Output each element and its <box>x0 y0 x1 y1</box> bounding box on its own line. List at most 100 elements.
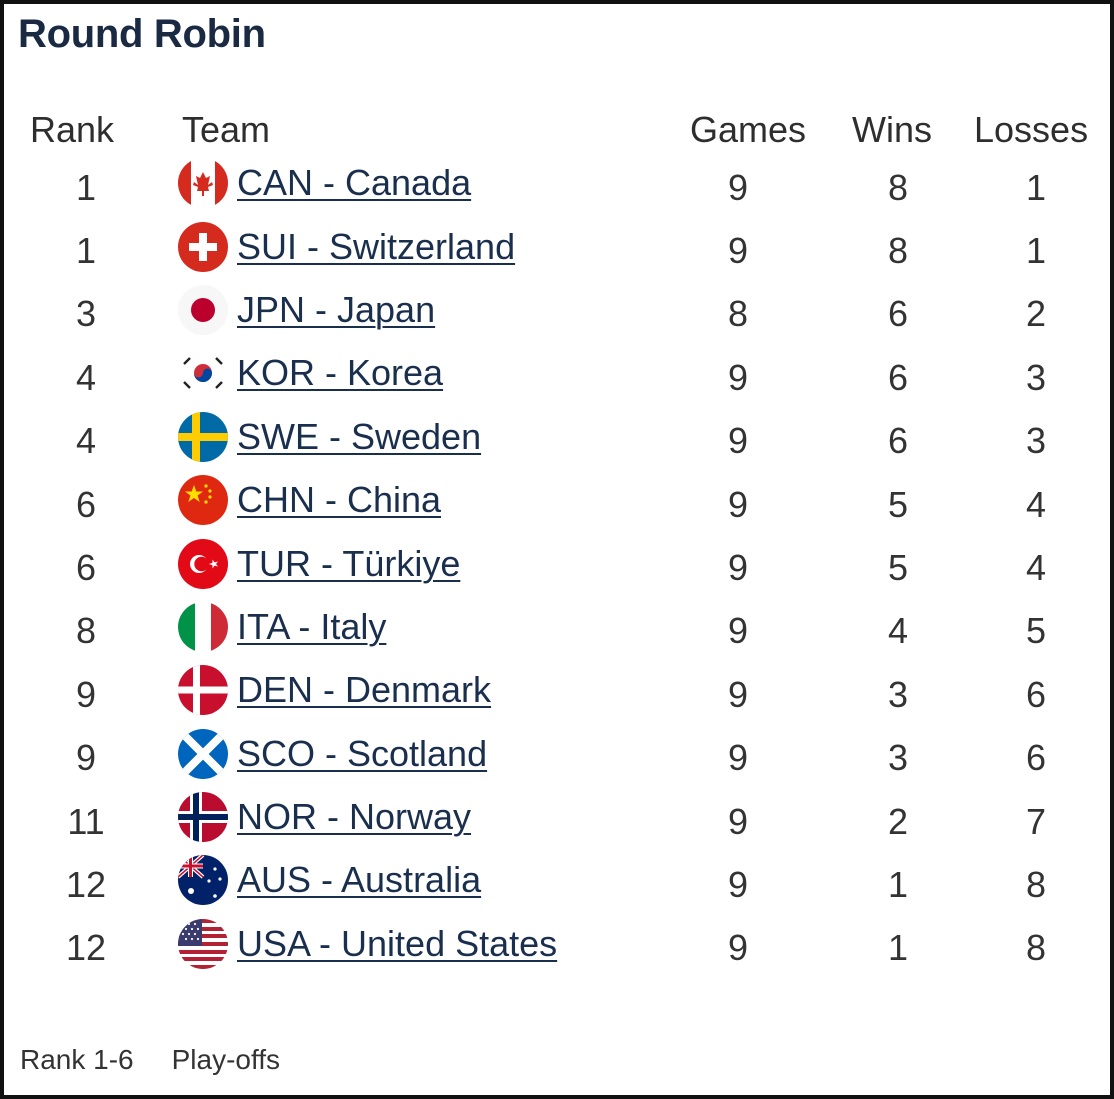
table-row: 4 SWE - Sweden 9 6 3 <box>12 410 1106 473</box>
team-entry: TUR - Türkiye <box>178 538 461 589</box>
wins-cell: 8 <box>887 166 909 208</box>
wins-header: Wins <box>852 109 932 150</box>
losses-cell: 4 <box>1025 483 1047 525</box>
wins-cell: 3 <box>887 673 909 715</box>
team-cell: AUS - Australia <box>160 853 668 916</box>
wins-cell: 1 <box>887 863 909 905</box>
norway-flag-icon <box>178 792 228 843</box>
rank-cell: 3 <box>75 293 97 335</box>
team-entry: JPN - Japan <box>178 284 436 335</box>
team-link[interactable]: CHN - China <box>237 479 442 521</box>
losses-cell: 2 <box>1025 293 1047 335</box>
losses-cell: 5 <box>1025 610 1047 652</box>
table-row: 12 AUS - Australia 9 1 8 <box>12 853 1106 916</box>
team-link[interactable]: SCO - Scotland <box>237 732 488 774</box>
team-entry: SUI - Switzerland <box>178 221 516 272</box>
table-row: 9 DEN - Denmark 9 3 6 <box>12 663 1106 726</box>
australia-flag-icon <box>178 855 228 906</box>
team-header: Team <box>182 109 271 150</box>
italy-flag-icon <box>178 601 228 652</box>
team-cell: NOR - Norway <box>160 790 668 853</box>
team-cell: JPN - Japan <box>160 283 668 346</box>
team-entry: CHN - China <box>178 475 442 526</box>
team-entry: CAN - Canada <box>178 158 472 209</box>
losses-header: Losses <box>974 109 1089 150</box>
legend-meaning: Play-offs <box>171 1044 281 1075</box>
table-row: 6 CHN - China 9 5 4 <box>12 473 1106 536</box>
team-cell: ITA - Italy <box>160 600 668 663</box>
canada-flag-icon <box>178 158 228 209</box>
team-link[interactable]: ITA - Italy <box>237 605 387 647</box>
team-link[interactable]: SUI - Switzerland <box>237 225 516 267</box>
games-cell: 9 <box>727 483 749 525</box>
losses-cell: 1 <box>1025 166 1047 208</box>
denmark-flag-icon <box>178 665 228 716</box>
legend-range: Rank 1-6 <box>20 1044 134 1075</box>
team-cell: USA - United States <box>160 917 668 980</box>
table-row: 3 JPN - Japan 8 6 2 <box>12 283 1106 346</box>
team-link[interactable]: NOR - Norway <box>237 796 472 838</box>
team-link[interactable]: AUS - Australia <box>237 859 482 901</box>
games-cell: 9 <box>727 420 749 462</box>
wins-cell: 4 <box>887 610 909 652</box>
rank-cell: 9 <box>75 737 97 779</box>
wins-cell: 3 <box>887 737 909 779</box>
rank-cell: 12 <box>65 863 107 905</box>
team-cell: KOR - Korea <box>160 346 668 409</box>
rank-cell: 6 <box>75 483 97 525</box>
table-row: 9 SCO - Scotland 9 3 6 <box>12 727 1106 790</box>
team-link[interactable]: USA - United States <box>237 922 558 964</box>
table-row: 11 NOR - Norway 9 2 7 <box>12 790 1106 853</box>
games-cell: 9 <box>727 547 749 589</box>
page-title: Round Robin <box>18 12 266 56</box>
wins-cell: 2 <box>887 800 909 842</box>
header-row: Rank Team Games Wins Losses <box>12 104 1106 156</box>
team-entry: ITA - Italy <box>178 601 387 652</box>
sweden-flag-icon <box>178 411 228 462</box>
rank-header: Rank <box>30 109 115 150</box>
team-cell: SWE - Sweden <box>160 410 668 473</box>
games-cell: 9 <box>727 230 749 272</box>
losses-cell: 8 <box>1025 863 1047 905</box>
japan-flag-icon <box>178 284 228 335</box>
losses-cell: 4 <box>1025 547 1047 589</box>
team-cell: TUR - Türkiye <box>160 536 668 599</box>
table-row: 4 KOR - Korea 9 6 3 <box>12 346 1106 409</box>
rank-cell: 6 <box>75 547 97 589</box>
team-entry: AUS - Australia <box>178 855 482 906</box>
rank-cell: 8 <box>75 610 97 652</box>
usa-flag-icon <box>178 918 228 969</box>
team-link[interactable]: TUR - Türkiye <box>237 542 461 584</box>
team-link[interactable]: SWE - Sweden <box>237 415 482 457</box>
china-flag-icon <box>178 475 228 526</box>
team-entry: NOR - Norway <box>178 792 472 843</box>
rank-cell: 4 <box>75 356 97 398</box>
standings-table: Rank Team Games Wins Losses 1 CAN - Canad… <box>12 104 1106 980</box>
team-link[interactable]: JPN - Japan <box>237 288 436 330</box>
team-link[interactable]: DEN - Denmark <box>237 669 492 711</box>
wins-cell: 5 <box>887 547 909 589</box>
team-entry: KOR - Korea <box>178 348 444 399</box>
table-row: 8 ITA - Italy 9 4 5 <box>12 600 1106 663</box>
team-link[interactable]: KOR - Korea <box>237 352 444 394</box>
wins-cell: 5 <box>887 483 909 525</box>
team-cell: SCO - Scotland <box>160 727 668 790</box>
team-cell: DEN - Denmark <box>160 663 668 726</box>
team-cell: SUI - Switzerland <box>160 219 668 282</box>
team-entry: SCO - Scotland <box>178 728 488 779</box>
wins-cell: 6 <box>887 293 909 335</box>
team-entry: SWE - Sweden <box>178 411 482 462</box>
table-row: 6 TUR - Türkiye 9 5 4 <box>12 536 1106 599</box>
table-row: 1 CAN - Canada 9 8 1 <box>12 156 1106 219</box>
losses-cell: 7 <box>1025 800 1047 842</box>
team-link[interactable]: CAN - Canada <box>237 162 472 204</box>
wins-cell: 8 <box>887 230 909 272</box>
losses-cell: 6 <box>1025 737 1047 779</box>
games-cell: 9 <box>727 610 749 652</box>
wins-cell: 6 <box>887 420 909 462</box>
legend: Rank 1-6 Play-offs <box>20 1044 280 1076</box>
losses-cell: 3 <box>1025 420 1047 462</box>
scotland-flag-icon <box>178 728 228 779</box>
games-cell: 9 <box>727 356 749 398</box>
team-entry: USA - United States <box>178 918 558 969</box>
